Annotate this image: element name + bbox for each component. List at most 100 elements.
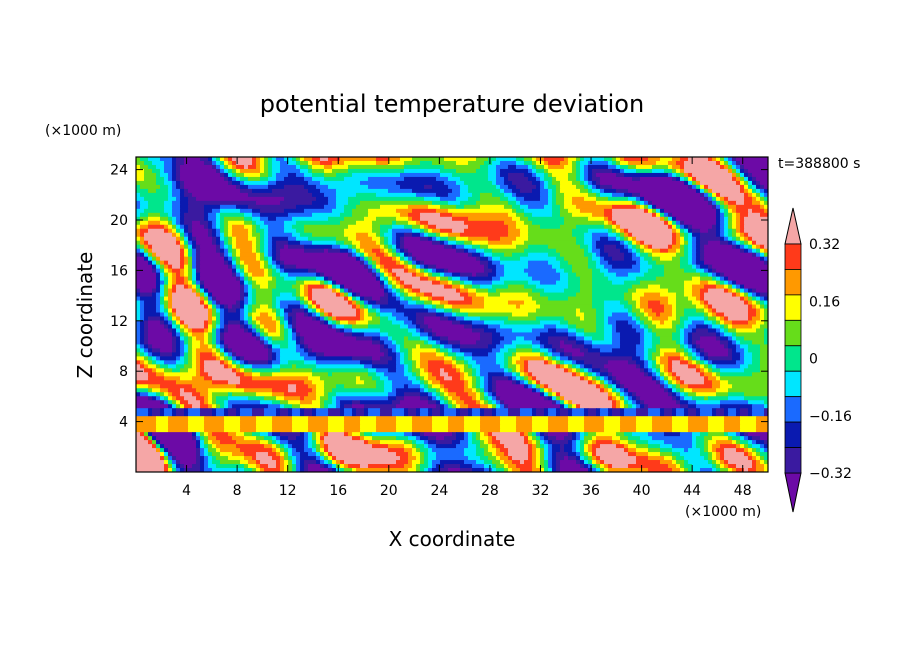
contour-cell (476, 388, 481, 393)
contour-cell (640, 240, 645, 246)
contour-cell (184, 216, 205, 222)
contour-cell (692, 256, 697, 262)
contour-cell (428, 220, 465, 226)
contour-cell (740, 436, 745, 441)
contour-cell (260, 208, 285, 214)
contour-cell (180, 336, 185, 342)
contour-cell (276, 448, 281, 453)
contour-cell (180, 164, 213, 170)
contour-cell (496, 352, 505, 357)
contour-cell (224, 356, 229, 361)
contour-cell (168, 296, 173, 302)
contour-cell (720, 160, 725, 166)
contour-cell (760, 188, 765, 194)
contour-cell (676, 228, 681, 234)
contour-cell (460, 348, 493, 353)
contour-cell (528, 204, 545, 210)
contour-cell (520, 364, 525, 369)
contour-cell (424, 304, 433, 310)
contour-cell (592, 188, 601, 194)
contour-cell (444, 240, 449, 246)
contour-cell (248, 292, 253, 298)
contour-cell (164, 168, 173, 174)
contour-cell (424, 440, 429, 445)
contour-cell (760, 256, 765, 262)
contour-cell (568, 368, 573, 373)
contour-cell (252, 308, 257, 314)
contour-cell (216, 356, 221, 361)
contour-cell (472, 384, 477, 389)
contour-cell (380, 332, 389, 338)
contour-cell (196, 396, 205, 401)
contour-cell (624, 236, 629, 242)
contour-cell (724, 432, 729, 437)
contour-cell (684, 164, 721, 170)
contour-cell (752, 456, 757, 461)
contour-cell (416, 436, 421, 441)
contour-cell (464, 244, 473, 250)
contour-cell (612, 440, 621, 445)
contour-cell (136, 208, 145, 214)
contour-cell (508, 176, 529, 182)
contour-cell (472, 244, 481, 250)
contour-cell (524, 220, 533, 226)
contour-cell (188, 344, 193, 349)
contour-cell (344, 432, 349, 437)
contour-cell (188, 252, 193, 258)
contour-cell (540, 352, 545, 357)
contour-cell (244, 276, 249, 282)
contour-cell (244, 220, 253, 226)
contour-cell (268, 272, 273, 278)
contour-cell (596, 184, 601, 190)
contour-cell (588, 244, 593, 250)
contour-cell (280, 272, 289, 278)
contour-cell (712, 268, 717, 274)
contour-cell (720, 216, 725, 222)
contour-cell (140, 364, 145, 369)
contour-cell (724, 324, 729, 330)
contour-cell (172, 300, 201, 306)
contour-cell (224, 336, 257, 342)
contour-cell (200, 272, 233, 278)
contour-cell (608, 384, 613, 389)
contour-cell (468, 436, 473, 441)
contour-cell (364, 296, 373, 302)
contour-cell (192, 332, 205, 338)
contour-cell (520, 408, 533, 413)
contour-cell (716, 372, 721, 377)
contour-cell (676, 324, 685, 330)
contour-cell (140, 344, 145, 349)
contour-cell (244, 260, 261, 266)
contour-cell (368, 304, 373, 310)
contour-cell (312, 348, 381, 353)
contour-cell (584, 164, 589, 170)
contour-cell (548, 160, 561, 166)
contour-cell (384, 288, 389, 294)
contour-cell (552, 396, 557, 401)
contour-cell (304, 460, 317, 465)
contour-cell (164, 296, 169, 302)
contour-cell (544, 436, 549, 441)
contour-cell (580, 188, 589, 194)
contour-cell (308, 348, 313, 353)
contour-cell (332, 452, 397, 457)
contour-cell (236, 168, 241, 174)
contour-cell (628, 228, 673, 234)
contour-cell (252, 212, 261, 218)
contour-cell (484, 452, 493, 457)
contour-cell (208, 292, 213, 298)
contour-cell (344, 176, 369, 182)
contour-cell (528, 264, 553, 270)
contour-cell (312, 408, 317, 413)
contour-cell (632, 400, 637, 405)
contour-cell (288, 388, 297, 393)
contour-cell (500, 172, 509, 178)
contour-cell (292, 428, 309, 433)
contour-cell (624, 157, 649, 162)
contour-cell (188, 208, 205, 214)
contour-cell (536, 460, 541, 465)
contour-cell (668, 164, 673, 170)
contour-cell (200, 440, 205, 445)
contour-cell (236, 408, 241, 413)
contour-cell (160, 348, 173, 353)
